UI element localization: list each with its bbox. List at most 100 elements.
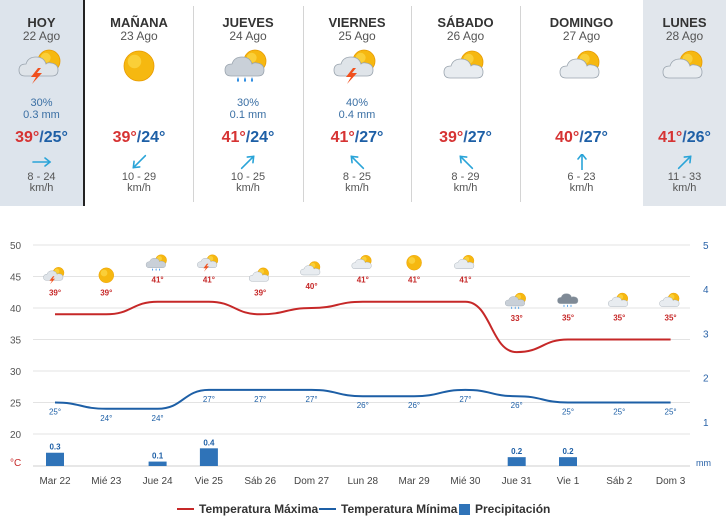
legend-min-swatch [319,508,336,510]
cloud-sun-icon [300,261,321,276]
day-date: 24 Ago [229,29,267,43]
min-temp-label: 26° [357,401,369,410]
rain-cloud-sun-icon [224,46,272,86]
max-temp-label: 41° [357,276,369,285]
daily-forecast-strip: HOY 22 Ago 30% 0.3 mm 39°/25° 8 - 24 km/… [0,0,726,206]
temp-min: 27° [359,129,384,146]
day-separator [520,6,521,202]
rain-cloud-sun-icon [505,292,526,309]
wind-southwest-icon [128,154,150,170]
day-card-3[interactable]: VIERNES 25 Ago 40% 0.4 mm 41°/27° 8 - 25… [303,0,411,206]
temp-slash: / [682,129,687,146]
day-separator [411,6,412,202]
max-temp-label: 41° [408,276,420,285]
precip-info: 30% 0.3 mm [0,97,83,121]
precip-probability: 30% [30,97,53,109]
day-name: SÁBADO [437,15,494,30]
y-unit-left: °C [10,458,21,469]
y-tick-left: 20 [10,430,22,441]
legend-min-label: Temperatura Mínima [341,502,458,516]
x-tick-label: Mié 30 [450,476,480,487]
cloud-sun-icon [661,46,709,86]
temp-slash: / [245,129,251,146]
y-tick-right: 5 [703,241,709,252]
day-card-4[interactable]: SÁBADO 26 Ago 39°/27° 8 - 29 km/h [411,0,520,206]
forecast-chart: 50 45 40 35 30 25 20 °C 5 4 3 2 1 mm Mar 22 Mié 23 Jue 2… [10,241,711,487]
storm-cloud-sun-icon [43,267,65,285]
wind-speed: 10 - 25 km/h [193,172,303,194]
day-card-5[interactable]: DOMINGO 27 Ago 40°/27° 6 - 23 km/h [520,0,643,206]
day-temps: 39°/27° [411,129,520,147]
day-card-0[interactable]: HOY 22 Ago 30% 0.3 mm 39°/25° 8 - 24 km/… [0,0,85,206]
wind-range: 8 - 29 [451,171,480,183]
x-tick-label: Jue 31 [502,476,532,487]
wind-east-icon [31,154,53,170]
min-temp-label: 27° [254,395,266,404]
max-temp-line[interactable] [55,300,671,354]
cloud-sun-icon [659,292,680,307]
temp-slash: / [463,129,468,146]
day-card-2[interactable]: JUEVES 24 Ago 30% 0.1 mm 41°/24° 10 - 25… [193,0,303,206]
min-temp-label: 25° [562,408,574,417]
y-tick-left: 40 [10,304,22,315]
y-tick-right: 2 [703,374,709,385]
temp-max: 39° [112,129,137,146]
wind-speed: 11 - 33 km/h [643,172,726,194]
wind-unit: km/h [236,182,260,194]
wind-range: 8 - 24 [27,171,56,183]
wind-speed: 6 - 23 km/h [520,172,643,194]
legend-max-swatch [177,508,194,510]
wind-unit: km/h [453,182,478,194]
min-temp-line[interactable] [54,388,671,410]
y-tick-right: 1 [703,418,709,429]
day-card-6[interactable]: LUNES 28 Ago 41°/26° 11 - 33 km/h [643,0,726,206]
day-temps: 41°/24° [193,129,303,147]
legend-max[interactable]: Temperatura Máxima [177,501,318,517]
precip-bar[interactable] [507,457,526,466]
x-tick-label: Sáb 26 [244,476,276,487]
max-temp-label: 40° [305,282,317,291]
legend-precip[interactable]: Precipitación [459,501,550,517]
min-temp-label: 24° [100,414,112,423]
temp-max: 41° [330,129,355,146]
precip-bar[interactable] [148,461,167,466]
temp-max: 39° [15,129,40,146]
precip-bar[interactable] [199,448,218,466]
min-temp-label: 27° [459,395,471,404]
max-temp-label: 39° [49,288,61,297]
max-temp-label: 35° [665,314,677,323]
legend-min[interactable]: Temperatura Mínima [319,501,457,517]
precip-amount: 0.4 mm [338,109,376,121]
y-tick-left: 30 [10,367,22,378]
max-temp-label: 33° [511,314,523,323]
x-tick-label: Dom 27 [294,476,329,487]
wind-range: 6 - 23 [567,171,596,183]
rain-cloud-icon [557,293,579,307]
precip-probability: 40% [345,97,369,109]
wind-northwest-icon [346,154,368,170]
cloud-sun-icon [454,254,475,269]
min-temp-label: 25° [665,408,677,417]
precip-bar[interactable] [559,457,577,466]
wind-range: 11 - 33 [667,171,702,183]
x-tick-label: Mar 29 [399,476,431,487]
precip-bar[interactable] [46,452,64,466]
day-temps: 39°/24° [85,129,193,147]
precip-info: 40% 0.4 mm [303,97,411,121]
y-tick-left: 35 [10,336,22,347]
x-tick-label: Sáb 2 [606,476,633,487]
temp-min: 24° [250,129,275,146]
sun-icon [98,267,115,283]
cloud-sun-icon [558,46,606,86]
y-tick-left: 50 [10,241,22,252]
min-temp-label: 26° [511,401,523,410]
precip-label: 0.2 [511,447,523,456]
y-tick-left: 25 [10,399,22,410]
precip-info: 30% 0.1 mm [193,97,303,121]
wind-north-icon [571,152,593,172]
day-temps: 39°/25° [0,129,83,147]
day-card-1[interactable]: MAÑANA 23 Ago 39°/24° 10 - 29 km/h [85,0,193,206]
day-temps: 40°/27° [520,129,643,147]
legend-precip-swatch [459,503,470,515]
temp-slash: / [39,129,44,146]
